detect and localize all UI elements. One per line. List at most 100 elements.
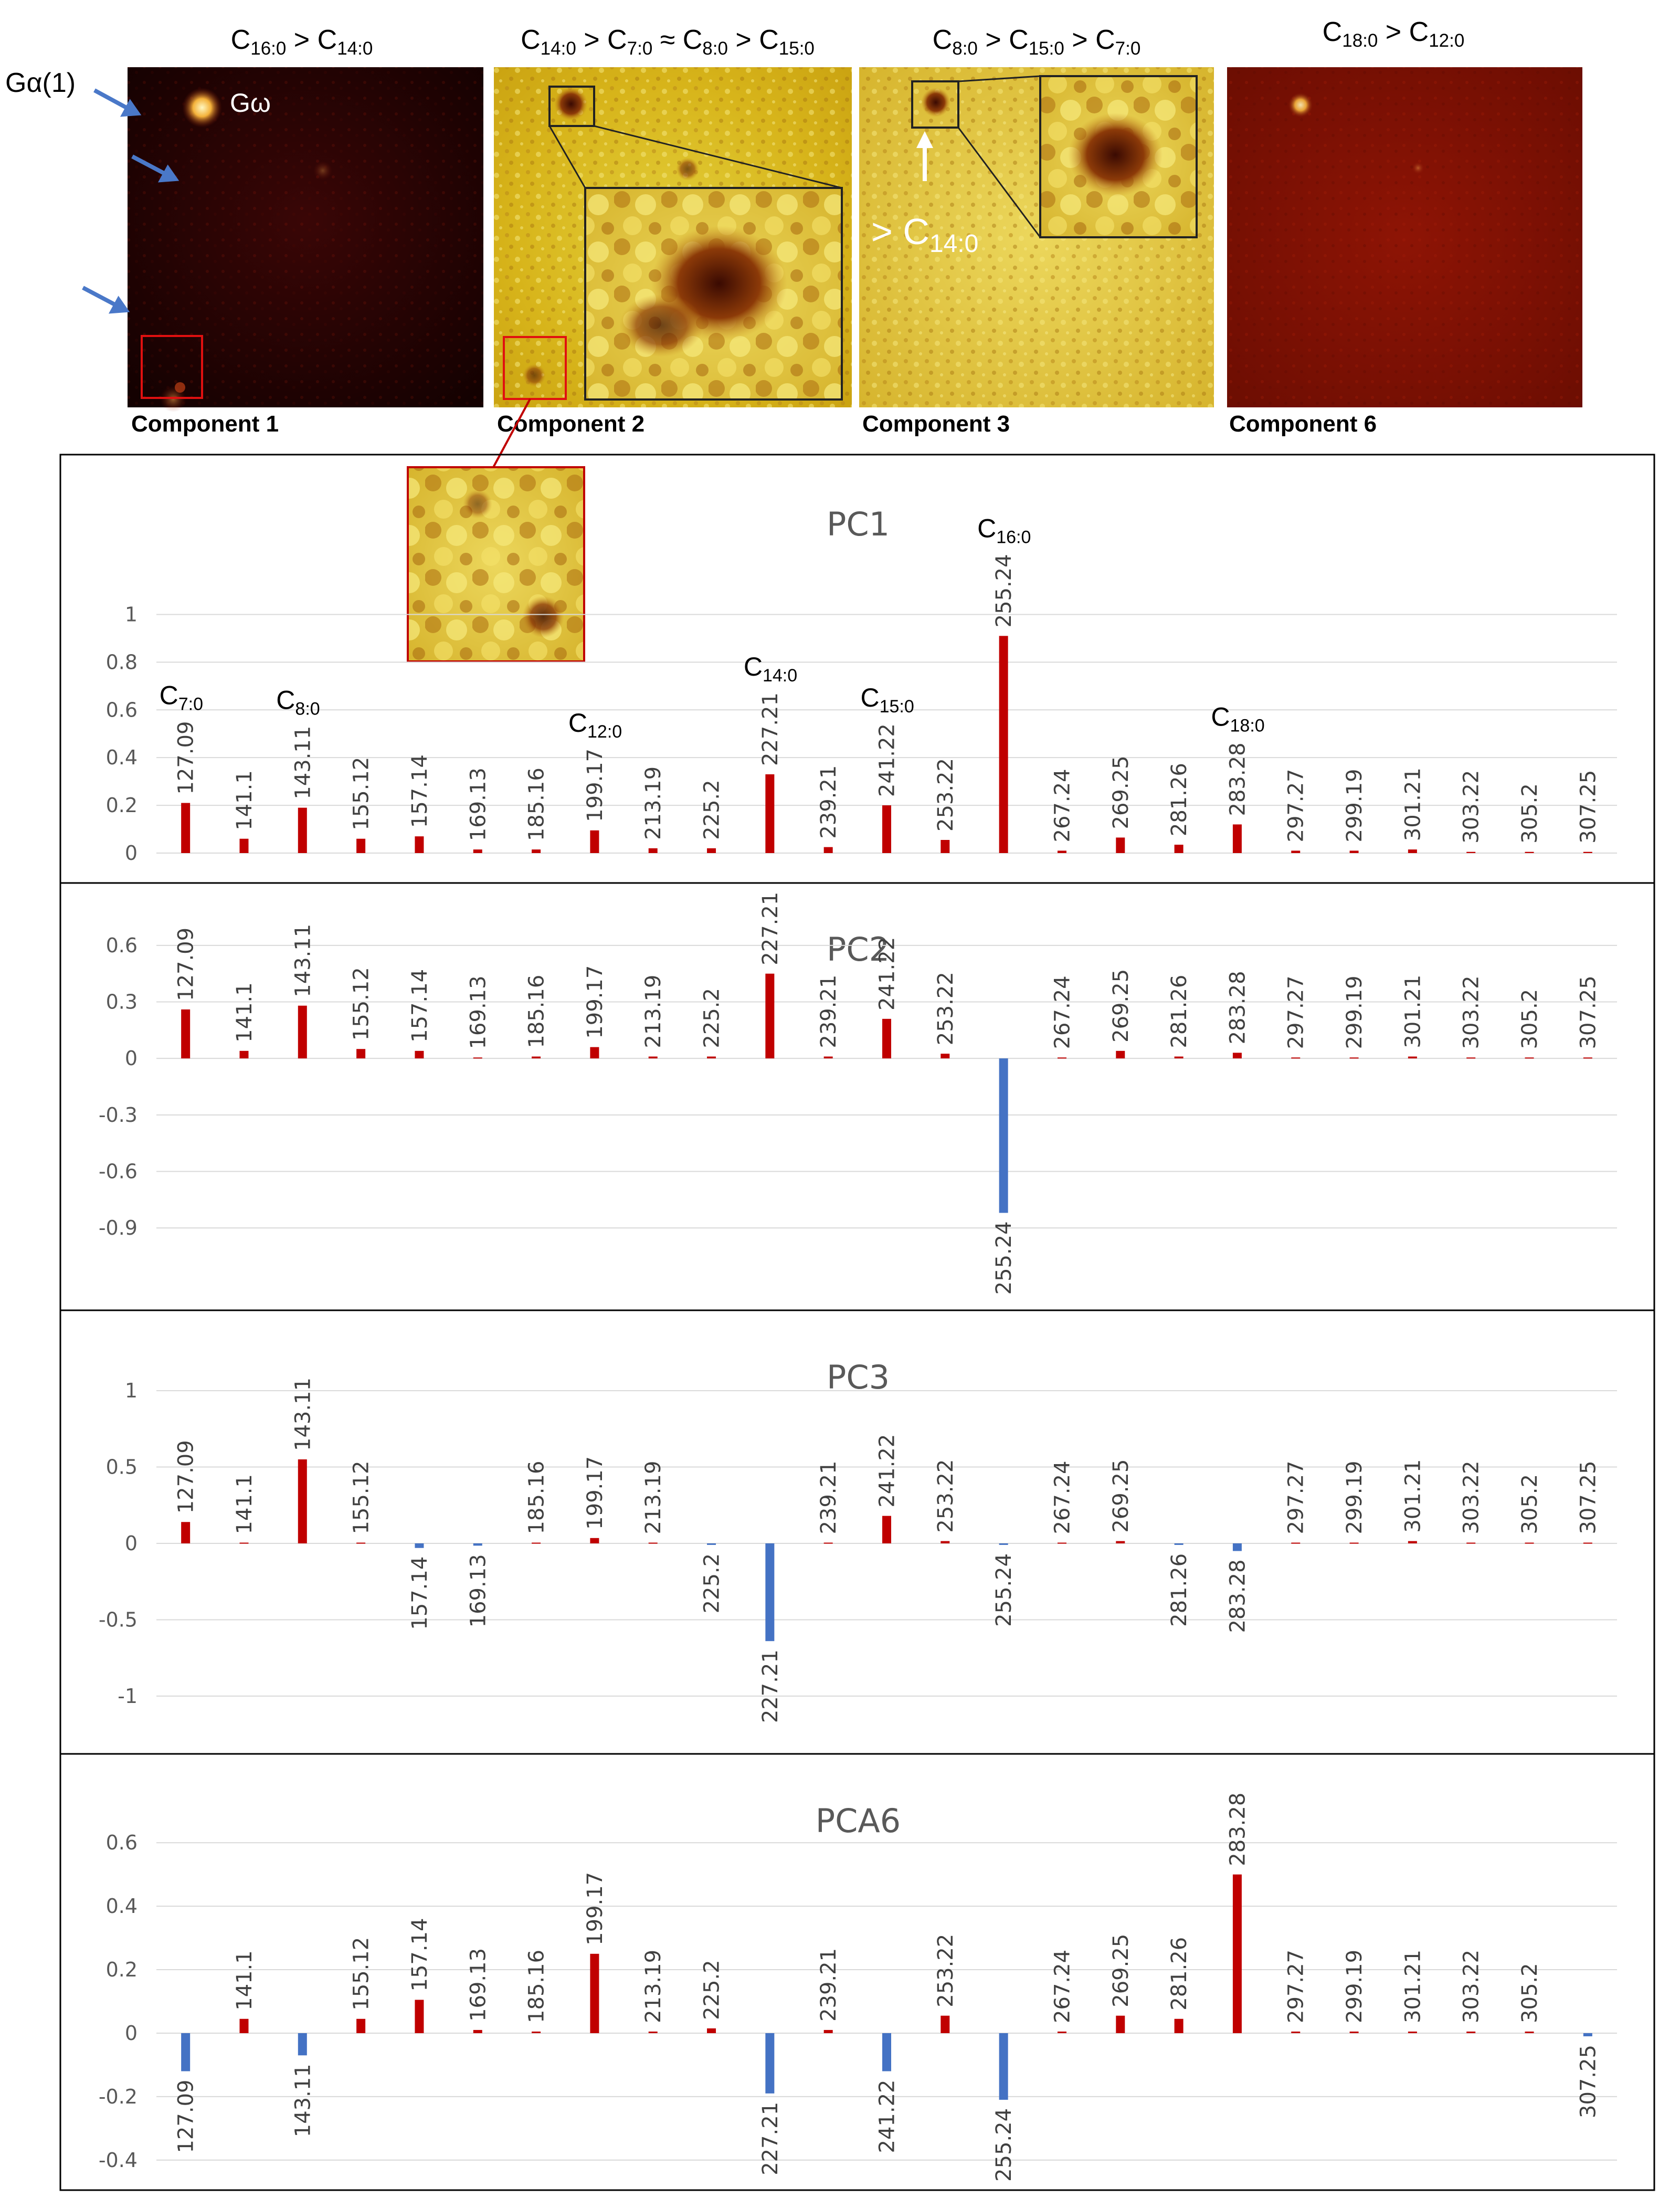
- bar: [648, 848, 658, 853]
- bar: [356, 2018, 366, 2033]
- pca6-panel: [59, 1753, 1655, 2191]
- bar-label: 303.22: [1460, 1461, 1484, 1534]
- svg-text:C18:0​ > C12:0​: C18:0​ > C12:0​: [1323, 17, 1465, 51]
- bar: [356, 838, 366, 853]
- pc2-zoom-inset: [407, 466, 585, 662]
- svg-text:C14:0​ > C7:0​ ≈ C8:0​ > C15:0: C14:0​ > C7:0​ ≈ C8:0​ > C15:0​: [521, 25, 815, 59]
- bar: [999, 2033, 1008, 2100]
- bar-label: 143.11: [291, 2064, 315, 2137]
- bar: [707, 1056, 716, 1059]
- bar: [765, 774, 775, 853]
- charts: PC1 0 0.2 0.4 0.6 0.8 1 127.09 141.1 143.11 155.12…: [99, 505, 1617, 2182]
- bar: [415, 1050, 424, 1059]
- y-tick-label: 0: [125, 842, 138, 865]
- bar-label: 267.24: [1050, 1461, 1074, 1534]
- bar: [1174, 1543, 1184, 1545]
- bar: [1525, 851, 1534, 853]
- bar-label: 227.21: [758, 1649, 783, 1723]
- bar: [473, 1543, 482, 1546]
- bar-label: 301.21: [1401, 767, 1425, 841]
- bar: [1583, 851, 1592, 853]
- bar-label: 141.1: [233, 770, 257, 830]
- bar-label: 301.21: [1401, 1459, 1425, 1533]
- bar: [1057, 850, 1066, 853]
- bar-label: 283.28: [1225, 971, 1250, 1044]
- y-tick-label: 0.4: [106, 1895, 138, 1918]
- bar: [1408, 2031, 1417, 2033]
- carbon-annotation: C12:0​: [568, 708, 622, 742]
- bar-label: 241.22: [875, 1434, 900, 1508]
- bar-label: 267.24: [1050, 769, 1074, 842]
- bar: [415, 836, 424, 853]
- bar: [590, 1538, 599, 1543]
- bar: [1116, 2015, 1125, 2033]
- bar-label: 227.21: [758, 692, 783, 766]
- bar: [707, 848, 716, 853]
- bar: [941, 1541, 950, 1543]
- bar-label: 213.19: [641, 1950, 665, 2023]
- bar: [941, 1054, 950, 1059]
- bar-label: 253.22: [934, 1934, 958, 2007]
- bar: [532, 1542, 541, 1544]
- bar-label: 299.19: [1343, 975, 1367, 1049]
- component-1-image: [128, 67, 483, 412]
- bar: [1116, 1541, 1125, 1543]
- bar-label: 169.13: [466, 1948, 490, 2022]
- bar: [1291, 1542, 1301, 1544]
- y-tick-label: 1: [125, 603, 138, 626]
- bar-label: 255.24: [992, 1553, 1016, 1627]
- bar: [882, 2033, 891, 2071]
- bar-label: 307.25: [1576, 975, 1600, 1049]
- blue-arrows: [82, 88, 179, 314]
- bar-label: 213.19: [641, 766, 665, 840]
- bar-label: 281.26: [1167, 975, 1191, 1048]
- bar: [1408, 849, 1417, 853]
- y-tick-label: -0.2: [99, 2085, 138, 2108]
- bar-label: 155.12: [350, 1937, 374, 2011]
- bar-label: 141.1: [233, 1474, 257, 1534]
- bar-label: 255.24: [992, 554, 1016, 627]
- bar-label: 239.21: [817, 765, 841, 839]
- bar: [1291, 2031, 1301, 2033]
- bar: [823, 1542, 833, 1544]
- y-tick-label: -0.4: [99, 2149, 138, 2172]
- bar: [356, 1542, 366, 1544]
- bar: [1232, 1053, 1242, 1059]
- bar: [823, 2029, 833, 2033]
- bar: [1174, 2018, 1184, 2033]
- galpha-label: Gα(1): [5, 68, 76, 98]
- bar-label: 297.27: [1284, 769, 1308, 842]
- bar: [1174, 1056, 1184, 1059]
- bar-label: 143.11: [291, 924, 315, 997]
- y-tick-label: 0.4: [106, 746, 138, 769]
- bar-label: 239.21: [817, 1461, 841, 1534]
- bar: [298, 807, 307, 853]
- bar: [882, 1018, 891, 1059]
- bar-label: 199.17: [583, 1456, 607, 1530]
- carbon-annotation: C8:0​: [276, 686, 320, 719]
- y-tick-label: -0.9: [99, 1216, 138, 1239]
- component-2-image: [494, 67, 852, 407]
- bar: [1466, 851, 1476, 853]
- bar-label: 239.21: [817, 1948, 841, 2022]
- bar-label: 157.14: [408, 754, 432, 828]
- bar: [1116, 837, 1125, 853]
- bar-label: 303.22: [1460, 1950, 1484, 2023]
- chart-pc1: PC1 0 0.2 0.4 0.6 0.8 1 127.09 141.1 143.11 155.12…: [106, 505, 1617, 865]
- component-6-image: [1227, 67, 1582, 407]
- bar-label: 155.12: [350, 1461, 374, 1534]
- bar-label: 155.12: [350, 967, 374, 1040]
- bar-label: 267.24: [1050, 975, 1074, 1049]
- bar: [999, 1543, 1008, 1545]
- bar-label: 301.21: [1401, 975, 1425, 1048]
- y-tick-label: 0.6: [106, 1831, 138, 1854]
- bar: [1466, 1542, 1476, 1544]
- y-tick-label: -1: [118, 1685, 138, 1708]
- bar: [882, 1516, 891, 1543]
- y-tick-label: 0: [125, 1532, 138, 1555]
- bar: [823, 1056, 833, 1059]
- bar-label: 269.25: [1109, 1934, 1133, 2007]
- chart-title: PC2: [827, 930, 890, 969]
- bar: [941, 840, 950, 853]
